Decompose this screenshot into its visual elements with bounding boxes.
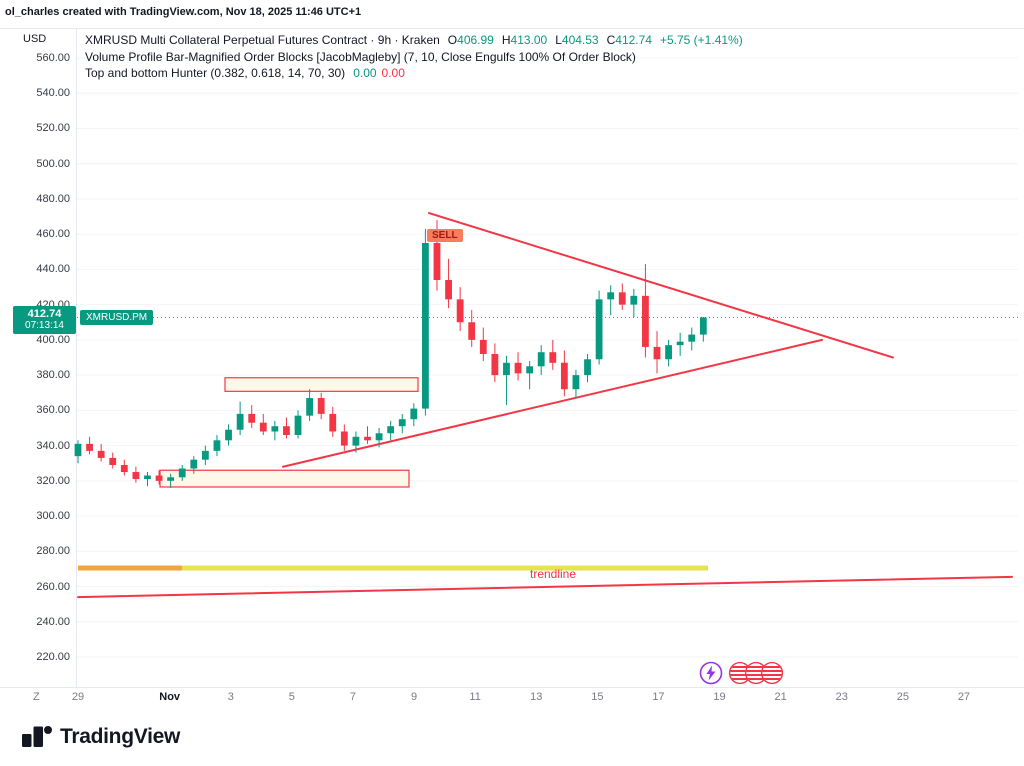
price-axis-label: 400.00: [36, 333, 70, 346]
price-axis-label: 300.00: [36, 510, 70, 523]
price-axis-label: 280.00: [36, 545, 70, 558]
high-value: 413.00: [510, 33, 548, 47]
time-axis-label: 5: [288, 691, 295, 703]
time-axis-label: 17: [652, 691, 665, 703]
symbol-price-tag: XMRUSD.PM: [80, 310, 154, 326]
price-axis-label: 460.00: [36, 228, 70, 241]
tradingview-wordmark: TradingView: [60, 724, 181, 748]
top-divider: [0, 28, 1024, 29]
close-value: 412.74: [615, 33, 652, 47]
timezone-button[interactable]: Z: [33, 691, 40, 703]
time-axis-label: 27: [957, 691, 971, 703]
price-axis-label: 440.00: [36, 263, 70, 276]
time-axis-label: 29: [71, 691, 85, 703]
indicator2-value-1: 0.00: [353, 66, 377, 80]
price-axis-divider: [76, 28, 77, 687]
open-label: O: [447, 33, 458, 47]
trendline-label[interactable]: trendline: [530, 567, 577, 581]
time-axis-label: 23: [835, 691, 848, 703]
legend-indicator-top-bottom-hunter[interactable]: Top and bottom Hunter (0.382, 0.618, 14,…: [85, 66, 405, 80]
tradingview-logo-mark: [22, 726, 52, 747]
price-axis[interactable]: 560.00 540.00 520.00 500.00 480.00 460.00 440.…: [0, 0, 76, 766]
high-label: H: [501, 33, 511, 47]
price-axis-label: 340.00: [36, 439, 70, 452]
indicator1-title: Volume Profile Bar-Magnified Order Block…: [85, 50, 636, 64]
time-axis-label: 15: [591, 691, 604, 703]
time-axis-label: 19: [713, 691, 726, 703]
time-axis-label: 13: [530, 691, 543, 703]
time-axis-label: 3: [227, 691, 234, 703]
price-axis-label: 320.00: [36, 474, 70, 487]
lightning-icon[interactable]: [699, 661, 723, 690]
time-axis-label: 7: [349, 691, 356, 703]
time-axis-divider: [0, 687, 1024, 688]
price-axis-label: 520.00: [36, 122, 70, 135]
low-value: 404.53: [561, 33, 599, 47]
indicator2-title: Top and bottom Hunter (0.382, 0.618, 14,…: [85, 66, 346, 80]
time-axis-label: 9: [410, 691, 418, 703]
current-price-tag: 412.74 07:13:14: [13, 306, 76, 335]
symbol-title[interactable]: XMRUSD Multi Collateral Perpetual Future…: [85, 33, 440, 47]
price-axis-label: 240.00: [36, 615, 70, 628]
legend-symbol-row: XMRUSD Multi Collateral Perpetual Future…: [85, 33, 743, 47]
time-axis[interactable]: 29 Nov 3 5 7 9 11 13 15 17 19 21 23 25 27: [0, 691, 1024, 707]
time-axis-label: 11: [469, 691, 481, 703]
price-axis-label: 500.00: [36, 157, 70, 170]
price-axis-label: 380.00: [36, 369, 70, 382]
us-event-icon[interactable]: [744, 661, 768, 690]
time-axis-label: Nov: [159, 691, 181, 703]
price-axis-label: 260.00: [36, 580, 70, 593]
low-label: L: [555, 33, 562, 47]
sell-signal-label: SELL: [427, 229, 463, 242]
time-axis-label: 25: [896, 691, 909, 703]
tradingview-logo[interactable]: TradingView: [22, 723, 180, 750]
price-axis-label: 480.00: [36, 192, 70, 205]
legend-indicator-volume-profile[interactable]: Volume Profile Bar-Magnified Order Block…: [85, 50, 636, 64]
price-axis-label: 360.00: [36, 404, 70, 417]
indicator2-value-2: 0.00: [381, 66, 405, 80]
time-axis-label: 21: [774, 691, 787, 703]
open-value: 406.99: [457, 33, 494, 47]
attribution-text: ol_charles created with TradingView.com,…: [5, 6, 362, 18]
price-axis-label: 220.00: [36, 651, 70, 663]
bar-countdown: 07:13:14: [25, 320, 64, 332]
price-axis-label: 540.00: [36, 87, 70, 100]
change-value: +5.75 (+1.41%): [659, 33, 743, 47]
us-event-icon[interactable]: [760, 661, 784, 690]
price-axis-unit[interactable]: USD: [23, 33, 47, 45]
price-axis-label: 560.00: [36, 52, 70, 64]
close-label: C: [606, 33, 616, 47]
current-price-value: 412.74: [27, 308, 62, 321]
